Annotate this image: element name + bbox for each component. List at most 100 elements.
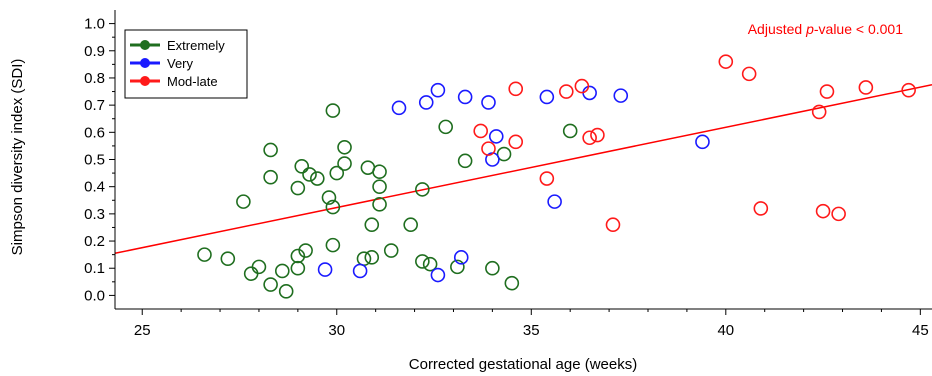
x-axis-title: Corrected gestational age (weeks) <box>409 356 637 373</box>
data-point <box>310 171 325 186</box>
data-point <box>278 284 294 299</box>
data-point <box>298 243 313 258</box>
data-point <box>372 179 387 194</box>
data-point <box>741 66 757 82</box>
data-point <box>337 139 352 155</box>
y-tick-label: 0.3 <box>84 206 105 223</box>
y-tick-label: 0.8 <box>84 70 105 87</box>
legend: Extremely Very Mod-late <box>124 29 248 99</box>
data-point <box>236 194 251 209</box>
series-mod-late <box>473 54 916 233</box>
data-point <box>403 217 418 233</box>
data-point <box>263 277 278 292</box>
axes: 0.0 0.1 0.2 0.3 0.4 0.5 0.6 0.7 0.8 0.9 1.0 25 30 35 4… <box>84 10 932 339</box>
data-point <box>325 103 341 118</box>
data-point <box>352 263 368 279</box>
legend-item-very: Very <box>130 56 194 71</box>
y-tick-label: 0.1 <box>84 260 105 277</box>
data-point <box>582 130 597 146</box>
data-point <box>383 243 399 258</box>
data-point <box>422 256 438 272</box>
data-point <box>590 127 605 143</box>
data-point <box>453 250 469 265</box>
x-tick-label: 45 <box>912 322 929 339</box>
series-extremely <box>197 103 578 299</box>
data-point <box>558 84 574 99</box>
data-point <box>243 266 259 281</box>
data-point <box>415 254 430 269</box>
data-point <box>858 80 874 95</box>
data-point <box>574 78 590 94</box>
data-point <box>263 169 278 185</box>
series-very <box>317 82 710 283</box>
x-tick-label: 40 <box>717 322 734 339</box>
data-point <box>220 251 236 267</box>
data-point <box>263 142 278 158</box>
data-point <box>321 190 337 205</box>
x-tick-label: 30 <box>328 322 345 339</box>
legend-label-extremely: Extremely <box>167 38 225 53</box>
data-points-layer <box>197 54 916 299</box>
legend-label-mod-late: Mod-late <box>167 74 218 89</box>
data-point <box>430 82 446 98</box>
legend-marker-very <box>140 58 150 68</box>
data-point <box>450 259 465 275</box>
data-point <box>496 146 512 162</box>
data-point <box>337 156 352 171</box>
data-point <box>508 134 524 150</box>
data-point <box>473 123 489 139</box>
data-point <box>508 81 524 97</box>
y-tick-label: 0.6 <box>84 124 105 141</box>
data-point <box>197 247 212 262</box>
data-point <box>613 88 629 103</box>
data-point <box>901 82 916 98</box>
data-point <box>415 182 430 197</box>
data-point <box>562 123 578 139</box>
y-tick-label: 0.7 <box>84 97 105 114</box>
legend-item-mod-late: Mod-late <box>130 74 218 89</box>
data-point <box>504 275 520 291</box>
data-point <box>325 237 341 253</box>
data-point <box>317 262 333 277</box>
y-tick-label: 0.2 <box>84 233 105 250</box>
data-point <box>485 260 500 276</box>
legend-marker-mod-late <box>140 76 150 86</box>
data-point <box>274 263 290 279</box>
data-point <box>438 119 453 135</box>
data-point <box>539 89 555 105</box>
data-point <box>488 129 504 144</box>
data-point <box>364 217 380 233</box>
y-axis-title: Simpson diversity index (SDI) <box>9 59 26 256</box>
data-point <box>251 259 267 275</box>
data-point <box>819 84 835 99</box>
data-point <box>481 95 496 110</box>
data-point <box>372 164 387 180</box>
data-point <box>831 206 846 222</box>
data-point <box>481 141 496 156</box>
data-point <box>325 199 341 215</box>
regression-line-layer <box>114 84 932 255</box>
data-point <box>753 201 769 216</box>
data-point <box>391 100 407 116</box>
data-point <box>372 197 387 212</box>
data-point <box>539 171 555 186</box>
y-tick-label: 0.0 <box>84 287 105 304</box>
data-point <box>290 260 306 276</box>
data-point <box>457 153 473 169</box>
data-point <box>582 85 597 101</box>
y-tick-label: 1.0 <box>84 16 105 33</box>
data-point <box>294 158 310 174</box>
data-point <box>811 104 827 120</box>
data-point <box>329 165 345 181</box>
x-tick-label: 35 <box>523 322 540 339</box>
y-tick-label: 0.9 <box>84 43 105 60</box>
data-point <box>815 203 831 219</box>
p-value-annotation: Adjusted p-value < 0.001 <box>748 21 904 37</box>
data-point <box>605 217 621 233</box>
data-point <box>302 167 317 182</box>
data-point <box>290 180 306 196</box>
data-point <box>364 250 380 265</box>
data-point <box>547 194 562 209</box>
y-tick-label: 0.5 <box>84 152 105 169</box>
